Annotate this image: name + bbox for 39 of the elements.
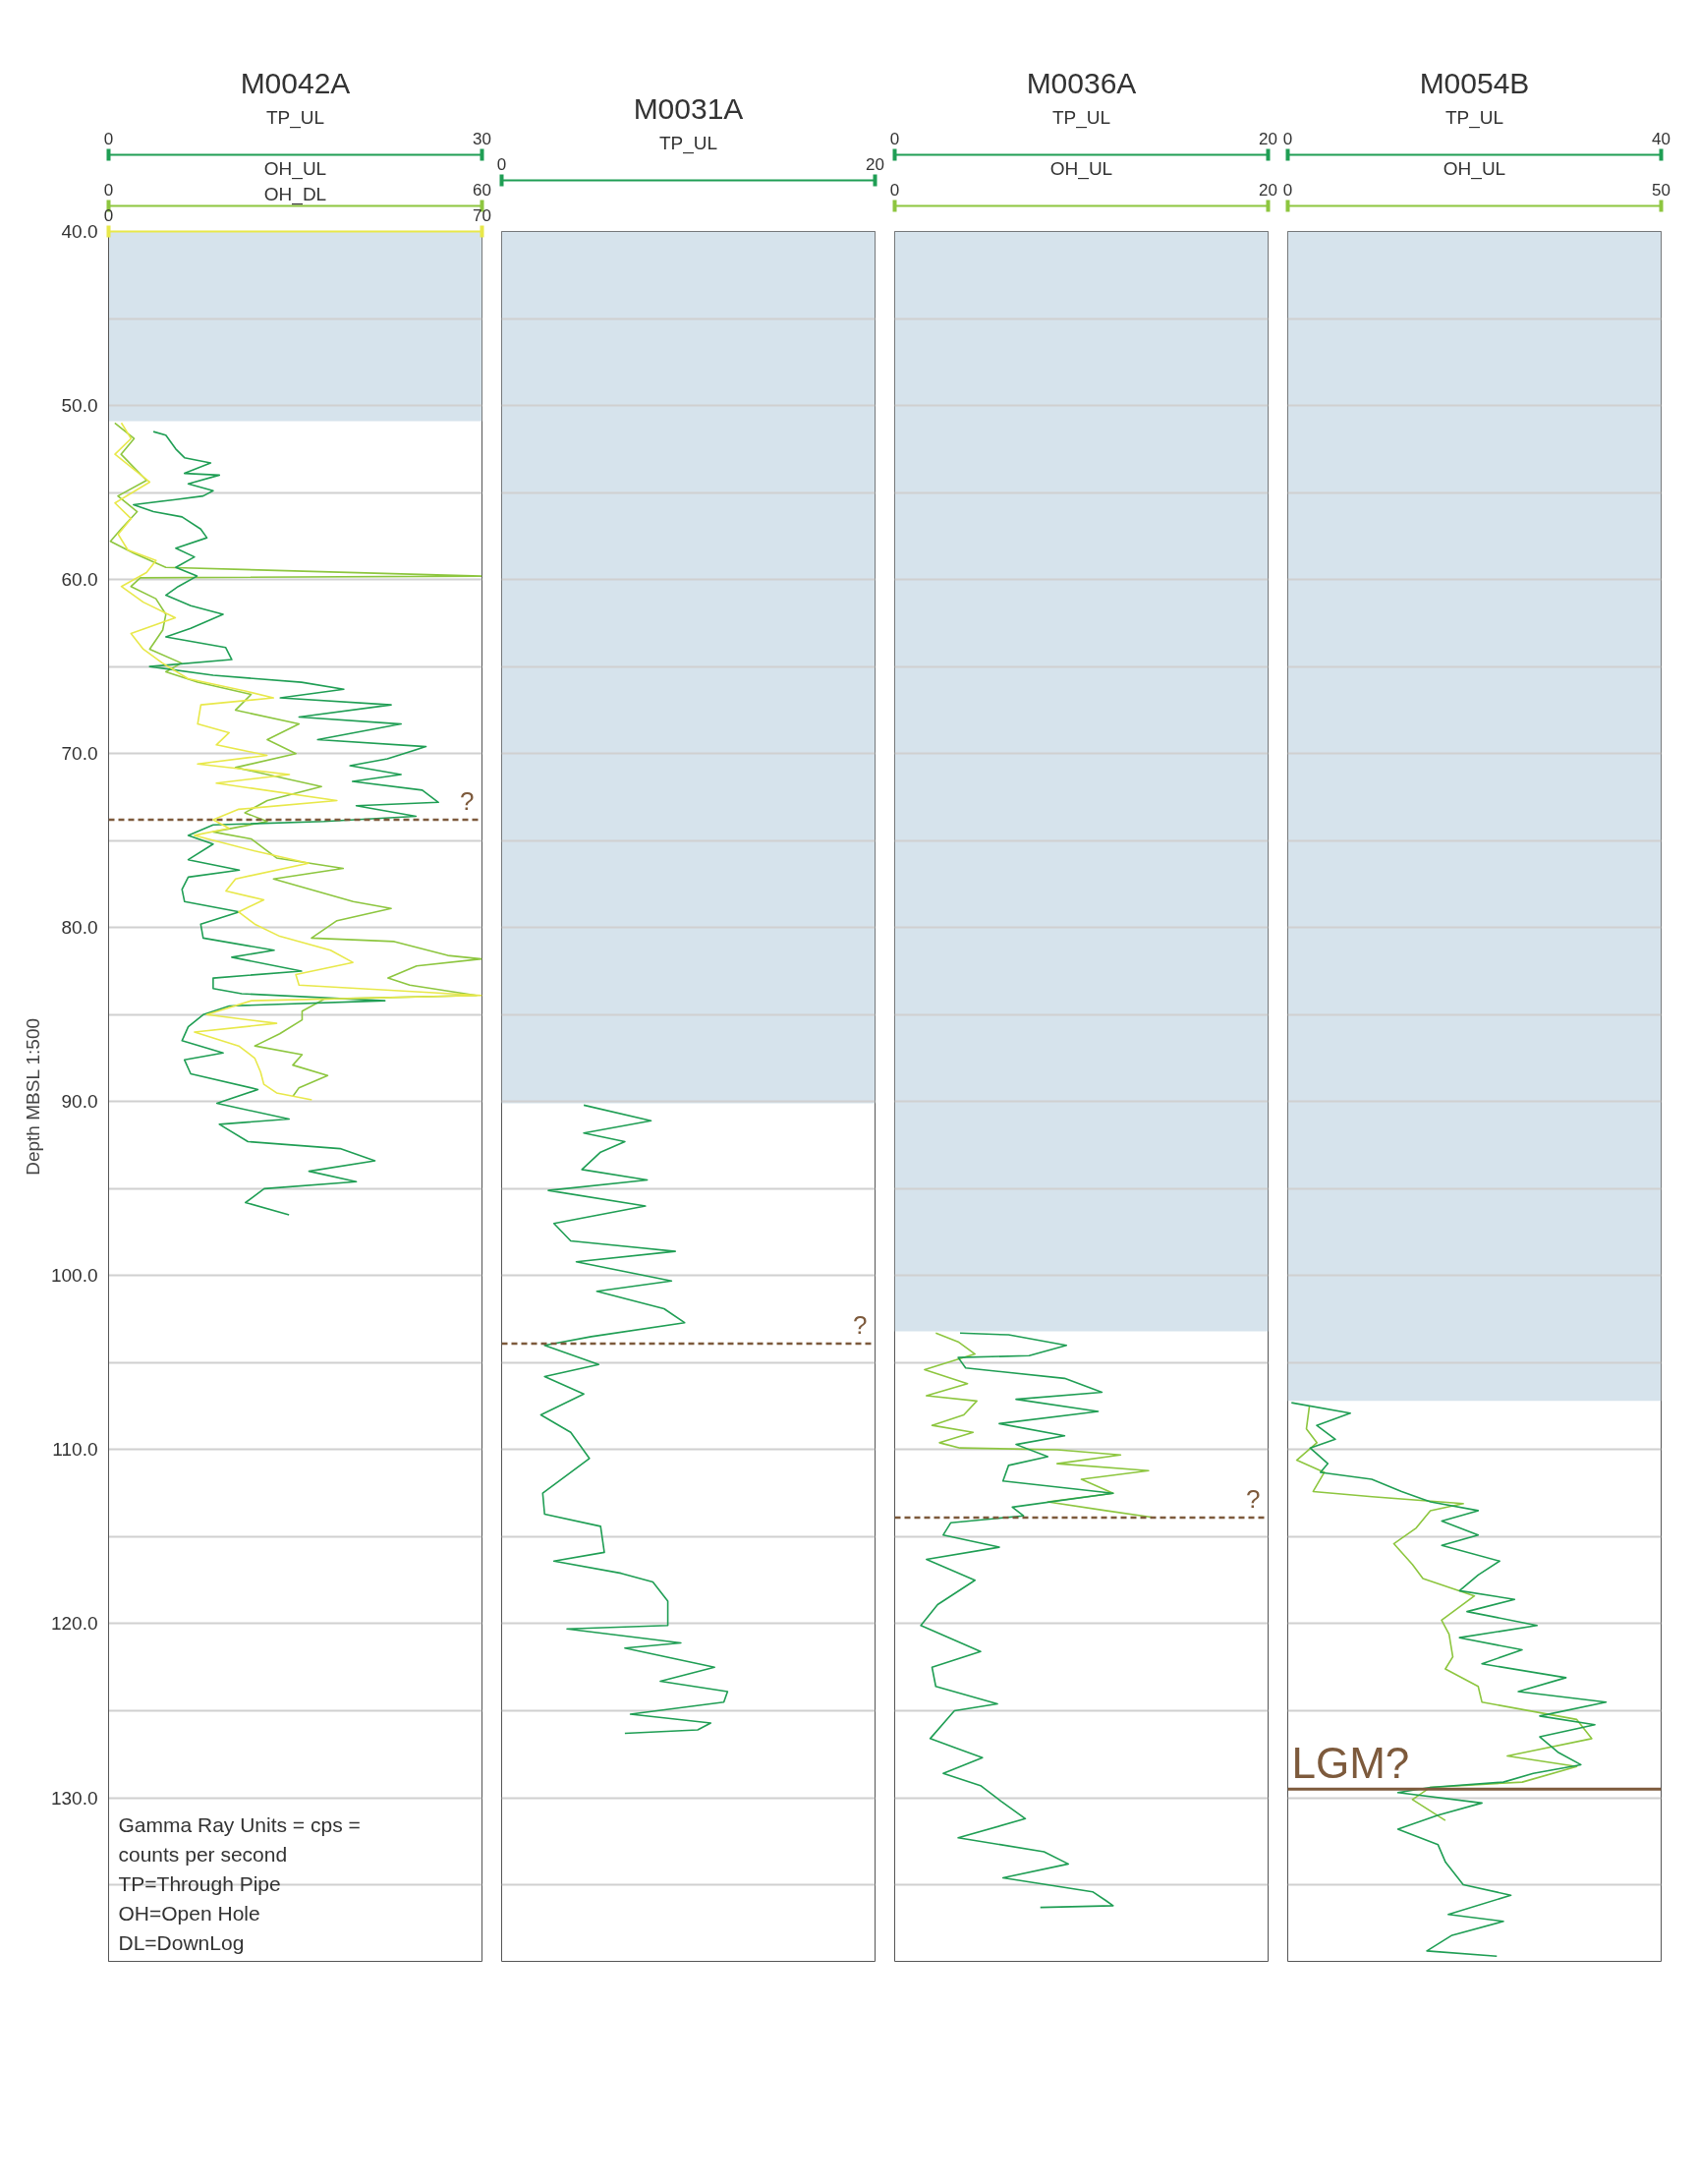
ref-line-label: ? (460, 785, 475, 816)
x-tick-label: 40 (1652, 129, 1670, 148)
y-tick-label: 80.0 (61, 917, 98, 939)
x2-axis-title: OH_UL (1443, 157, 1506, 180)
x-tick-label: 0 (103, 129, 114, 148)
x-axis-title: TP_UL (658, 132, 718, 154)
y-tick-label: 130.0 (50, 1787, 98, 1809)
x-axis-title: TP_UL (1051, 106, 1111, 129)
y-axis-title: Depth MBSL 1:500 (22, 1017, 43, 1176)
x2-tick-label: 50 (1652, 180, 1670, 200)
y-tick-label: 70.0 (61, 743, 98, 765)
ref-line-label: ? (853, 1309, 868, 1340)
annotation: TP=Through Pipe (118, 1871, 281, 1895)
x2-axis-title: OH_UL (263, 157, 327, 180)
chart-title: M0036A (1026, 66, 1137, 99)
annotation: Gamma Ray Units = cps = counts per second (118, 1812, 361, 1866)
x2-tick-label: 60 (473, 180, 491, 200)
ref-line-label: LGM? (1291, 1739, 1410, 1788)
chart-title: M0042A (240, 66, 351, 99)
y-tick-label: 60.0 (61, 569, 98, 591)
y-tick-label: 110.0 (52, 1439, 98, 1461)
y-tick-label: 40.0 (61, 221, 98, 242)
x-tick-label: 70 (473, 205, 491, 225)
ref-line-label: ? (1246, 1483, 1261, 1514)
annotation: OH=Open Hole (118, 1901, 260, 1925)
x-axis-title: TP_UL (265, 106, 325, 129)
annotation: DL=DownLog (118, 1930, 245, 1954)
line-series (133, 431, 439, 1216)
x-axis-title: TP_UL (1444, 106, 1504, 129)
x-tick-label: 0 (1282, 129, 1293, 148)
x-tick-label: 30 (473, 129, 491, 148)
chart-title: M0031A (633, 91, 744, 125)
y-tick-label: 100.0 (50, 1265, 98, 1287)
x2-axis-title: OH_UL (1049, 157, 1113, 180)
y-tick-label: 50.0 (61, 395, 98, 417)
chart-title: M0054B (1419, 66, 1530, 99)
y-tick-label: 90.0 (61, 1091, 98, 1113)
y-tick-label: 120.0 (50, 1613, 98, 1635)
x-axis-title: OH_DL (263, 183, 327, 205)
